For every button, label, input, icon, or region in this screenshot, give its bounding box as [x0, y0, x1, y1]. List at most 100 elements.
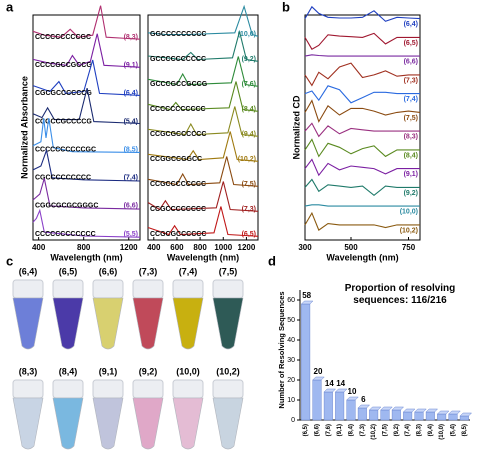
- spectrum-line: [32, 59, 141, 96]
- x-tick-label: 400: [147, 243, 161, 252]
- sequence-label: CCCCGCCGCCG: [35, 62, 92, 69]
- y-axis-label: Normalized Absorbance: [19, 76, 29, 179]
- value-label: 14: [336, 379, 345, 388]
- plot-frame: [147, 14, 259, 241]
- sequence-label: GCCCCCCCCCC: [150, 56, 206, 63]
- sequence-label: CCCCCCCCCGC: [35, 34, 91, 41]
- x-tick-label: 500: [344, 243, 358, 252]
- x-tick-label: 1200: [238, 243, 256, 252]
- spectrum-line: [147, 81, 259, 112]
- series-label: (8,3): [404, 134, 418, 141]
- x-axis-label: Wavelength (nm): [326, 252, 398, 262]
- plot-frame: [304, 14, 421, 241]
- series-label: (7,4): [404, 96, 418, 103]
- spectrum-line: [304, 99, 421, 123]
- bar-top: [391, 406, 405, 411]
- series-label: (7,3): [404, 77, 418, 84]
- bar: [357, 407, 367, 421]
- vial-label: (9,2): [139, 366, 158, 376]
- value-label: 6: [361, 395, 366, 404]
- y-tick-label: 0: [291, 417, 295, 424]
- vial-cap: [92, 279, 124, 299]
- sequence-label: CCGCCCCCCCC: [150, 181, 206, 188]
- vial-label: (6,6): [99, 266, 118, 276]
- y-tick-label: 60: [287, 297, 295, 304]
- series-label: (6,5): [242, 231, 256, 238]
- vial-label: (8,3): [19, 366, 38, 376]
- spectrum-line: [304, 54, 420, 57]
- vial-label: (9,1): [99, 366, 118, 376]
- bar: [459, 415, 469, 421]
- spectrum-line: [304, 62, 420, 87]
- bar: [312, 379, 322, 421]
- spectrum-line: [304, 5, 421, 22]
- vial-cap: [52, 279, 84, 299]
- x-tick-label: (10,0): [439, 424, 445, 440]
- sequence-label: GCCCGCCGCCG: [150, 81, 208, 88]
- x-tick-label: (9,1): [337, 424, 343, 436]
- x-tick-label: 400: [32, 243, 46, 252]
- series-label: (6,6): [124, 203, 138, 210]
- bar-top: [459, 412, 473, 417]
- series-label: (10,0): [238, 31, 256, 38]
- bar-top: [323, 388, 337, 393]
- y-axis-label: Normalized CD: [291, 95, 301, 160]
- spectrum-line: [304, 204, 420, 207]
- series-label: (9,4): [242, 131, 256, 138]
- bar: [425, 411, 435, 421]
- spectrum-line: [32, 148, 141, 182]
- spectrum-line: [147, 106, 259, 137]
- series-label: (7,5): [242, 181, 256, 188]
- vial-label: (8,4): [59, 366, 78, 376]
- sequence-label: CGCCCCCCCCC: [35, 175, 91, 182]
- series-label: (6,6): [404, 59, 418, 66]
- vial-body: [92, 297, 124, 350]
- bar-top: [312, 376, 325, 381]
- vial-body: [52, 297, 84, 350]
- vial-body: [172, 297, 204, 350]
- vial-label: (10,0): [176, 366, 200, 376]
- sequence-label: CCGCCGCCCCG: [35, 118, 92, 125]
- vial-cap: [172, 279, 204, 299]
- vial-body: [92, 397, 124, 450]
- series-label: (8,5): [124, 146, 138, 153]
- series-label: (7,4): [124, 175, 138, 182]
- y-tick-label: 20: [287, 377, 295, 384]
- bar: [301, 303, 311, 421]
- vial-label: (10,2): [216, 366, 240, 376]
- spectrum-line: [147, 31, 259, 62]
- sequence-label: CCGGCCGGCC: [150, 156, 202, 163]
- series-label: (8,3): [124, 34, 138, 41]
- x-tick-label: 800: [193, 243, 207, 252]
- spectrum-line: [304, 85, 420, 104]
- bar-top: [334, 388, 348, 393]
- vial-cap: [12, 279, 44, 299]
- series-label: (7,6): [242, 81, 256, 88]
- spectrum-line: [32, 33, 141, 68]
- x-tick-label: (9,2): [394, 424, 400, 436]
- bar: [335, 391, 345, 421]
- x-tick-label: (6,6): [315, 424, 321, 436]
- x-tick-label: 600: [170, 243, 184, 252]
- series-label: (5,4): [124, 118, 138, 125]
- series-label: (7,3): [242, 206, 256, 213]
- sequence-label: CCCCCCCCCCCC: [35, 231, 96, 238]
- bar: [391, 409, 401, 421]
- series-label: (8,4): [242, 106, 256, 113]
- x-tick-label: 300: [298, 243, 312, 252]
- bar-top: [402, 408, 416, 413]
- panel-label: a: [6, 0, 14, 14]
- bar: [448, 413, 458, 421]
- vial-body: [132, 397, 164, 450]
- vial-cap: [92, 379, 124, 399]
- y-tick-label: 10: [287, 397, 295, 404]
- sequence-label: CCCCCCCCCCGC: [35, 146, 96, 153]
- panel-label: d: [268, 253, 276, 268]
- series-label: (5,5): [124, 231, 138, 238]
- series-label: (10,2): [400, 227, 418, 234]
- x-tick-label: 1000: [214, 243, 232, 252]
- vial-cap: [132, 379, 164, 399]
- value-label: 20: [314, 367, 323, 376]
- series-label: (6,4): [124, 90, 138, 97]
